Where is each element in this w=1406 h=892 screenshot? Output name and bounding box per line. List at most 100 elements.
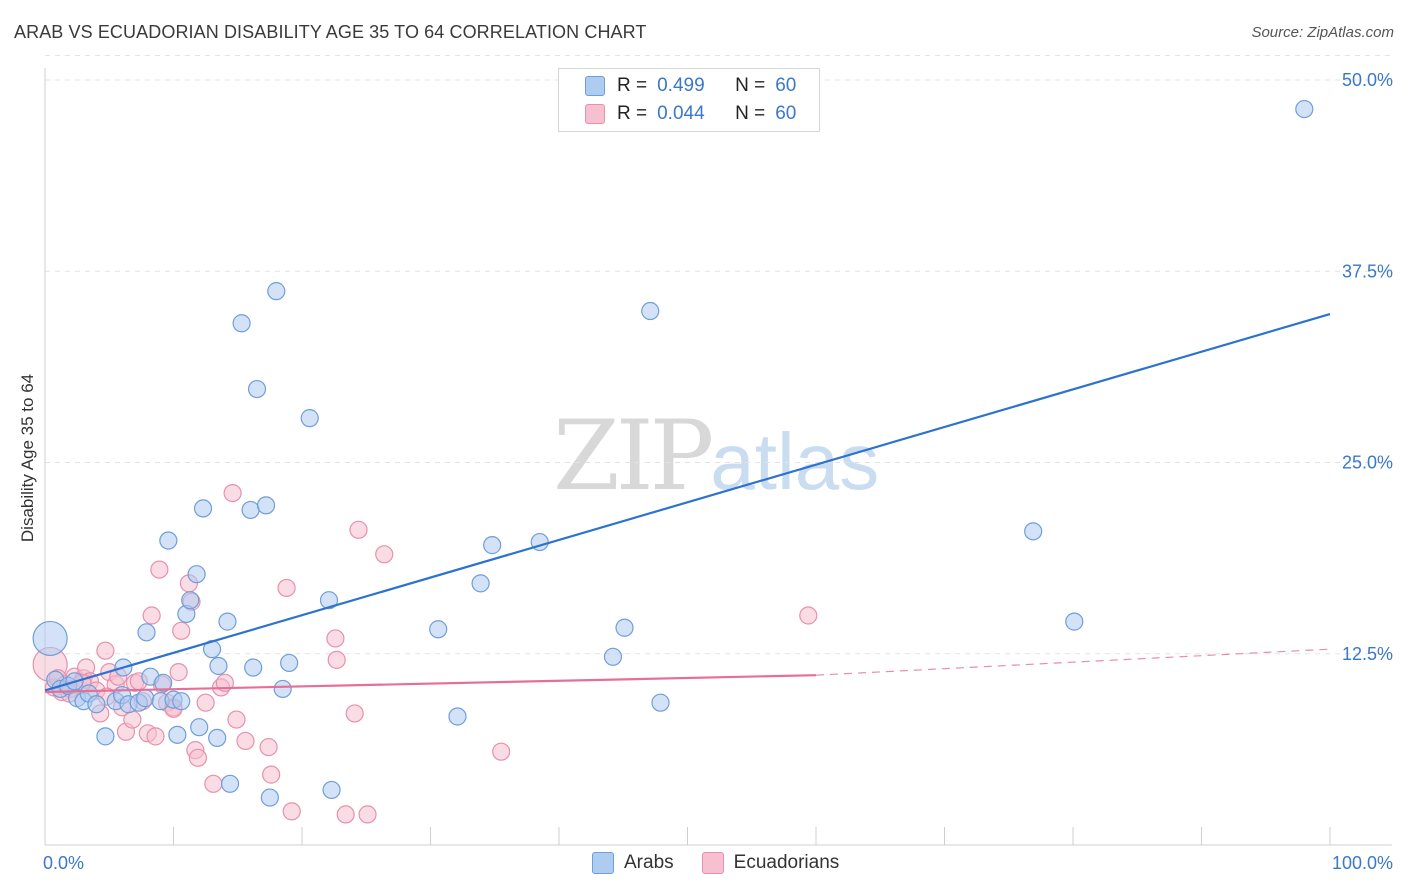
arabs-point [136,689,155,708]
ecuadorians-point [262,765,281,784]
arabs-point [615,618,634,637]
watermark-zip: ZIP [553,400,714,512]
arabs-point [154,673,173,692]
legend-row-arabs: R = 0.499 N = 60 [585,73,796,99]
ecuadorians-point [375,545,394,564]
arabs-point [208,728,227,748]
arabs-point [267,282,286,301]
ecuadorians-point [188,748,208,767]
arabs-point [1024,522,1043,541]
legend-row-ecuadorians: R = 0.044 N = 60 [585,101,796,127]
ecuadorians-point [358,805,377,824]
arabs-point [603,647,623,666]
ecuadorians-trend-extension [815,648,1331,676]
arabs-point [260,788,279,807]
legend-r-value-ecuadorians: 0.044 [657,103,705,124]
source-label: Source: ZipAtlas.com [1251,24,1394,41]
arabs-point [159,531,178,550]
legend-r-label: R = [617,103,648,124]
legend-n-value-ecuadorians: 60 [775,103,797,124]
arabs-point [1065,612,1084,631]
correlation-legend: R = 0.499 N = 60 R = 0.044 N = 60 [558,68,820,132]
arabs-point [32,620,68,657]
axes [44,68,1392,846]
arabs-point [137,623,156,642]
ecuadorians-point [196,693,215,712]
ecuadorians-point [146,727,165,746]
ecuadorians-point [236,731,255,751]
ecuadorians-point [172,621,191,640]
ecuadorians-trend-line [44,674,817,694]
legend-n-label: N = [735,75,766,96]
y-tick-label: 50.0% [1342,70,1393,90]
trend-lines [44,313,1331,694]
ecuadorians-legend-swatch [701,852,724,874]
arabs-point [319,591,339,610]
arabs-point [218,612,237,631]
arabs-point [209,656,228,676]
ecuadorians-legend-label: Ecuadorians [733,852,840,873]
arabs-point [1295,99,1314,119]
arabs-point [256,496,276,515]
arabs-point [429,620,448,639]
arabs-trend-line [44,313,1331,692]
ecuadorians-point [492,742,511,761]
ecuadorians-point [326,629,345,648]
arabs-point [172,692,191,711]
y-tick-label: 12.5% [1342,644,1393,664]
arabs-points [32,99,1314,807]
ecuadorians-point [799,606,818,625]
arabs-point [193,499,213,518]
ecuadorians-point [227,710,246,729]
ecuadorians-point [204,774,223,793]
arabs-point [300,409,319,428]
arabs-point [168,725,187,744]
arabs-point [87,695,106,714]
chart-title: ARAB VS ECUADORIAN DISABILITY AGE 35 TO … [14,22,647,42]
watermark: ZIPatlas [553,400,879,512]
ecuadorians-point [282,802,301,821]
x-tick-label: 100.0% [1332,853,1393,873]
arabs-point [247,379,267,399]
ecuadorians-point [349,520,368,539]
arabs-point [471,574,490,593]
ecuadorians-point [169,663,188,682]
ecuadorians-point [142,606,161,625]
arabs-point [181,591,200,610]
x-tick-label: 0.0% [43,853,84,873]
tick-labels: 12.5% 25.0% 37.5% 50.0% 0.0% 100.0% [43,70,1393,873]
arabs-point [220,774,240,793]
arabs-point [651,693,670,712]
ecuadorians-point [223,484,242,503]
arabs-point [241,500,260,520]
watermark-atlas: atlas [710,417,880,506]
ecuadorians-point [150,560,169,579]
ecuadorians-point [345,704,364,723]
ecuadorians-point [123,710,142,729]
arabs-point [244,658,263,677]
ecuadorians-point [96,641,115,660]
ecuadorians-swatch [585,104,605,124]
arabs-swatch [585,76,605,96]
arabs-point [187,565,206,584]
arabs-point [280,653,299,673]
arabs-legend-label: Arabs [624,852,674,873]
ecuadorians-point [259,737,278,757]
y-tick-label: 37.5% [1342,261,1393,281]
legend-n-value-arabs: 60 [775,75,797,96]
ecuadorians-point [327,650,346,669]
arabs-point [448,707,467,726]
legend-n-label: N = [735,103,766,124]
ecuadorians-point [336,805,355,824]
series-legend: Arabs Ecuadorians [592,852,839,874]
arabs-point [232,314,251,333]
arabs-point [273,679,292,699]
arabs-point [322,780,341,800]
arabs-point [641,301,660,321]
arabs-legend-swatch [592,852,614,874]
ecuadorians-point [277,578,296,598]
arabs-point [96,727,115,746]
legend-r-value-arabs: 0.499 [657,75,705,96]
arabs-point [190,718,209,737]
